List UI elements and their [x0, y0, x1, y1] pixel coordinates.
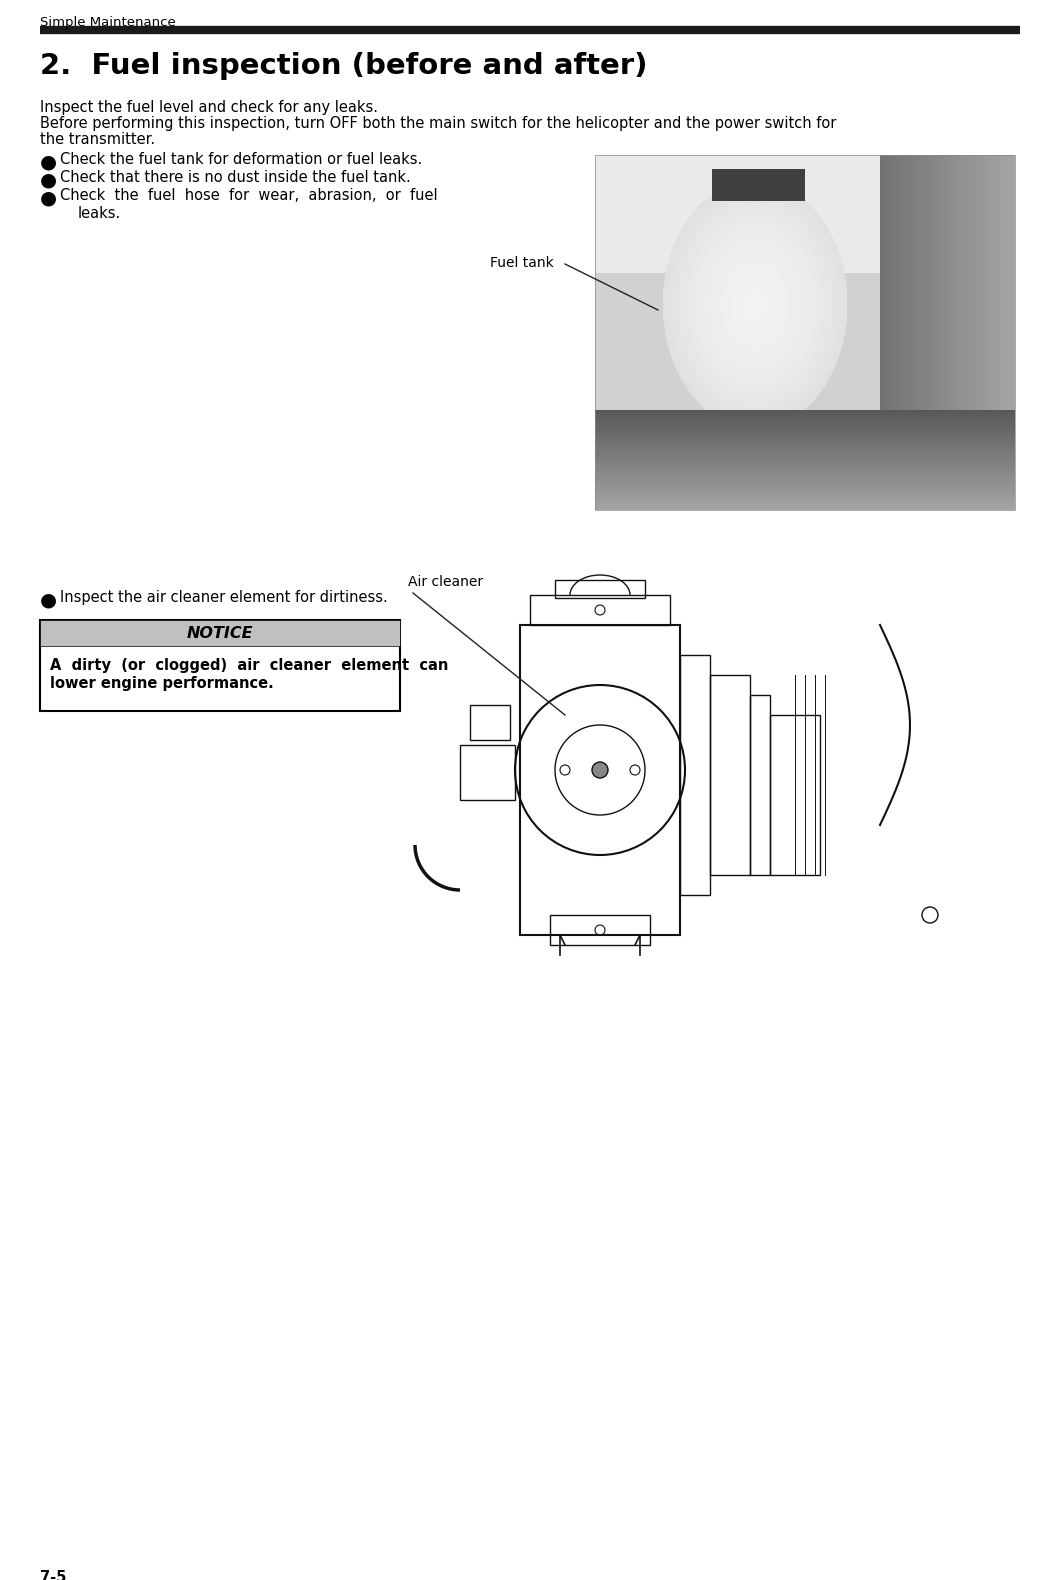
Text: the transmitter.: the transmitter.: [40, 133, 155, 147]
Text: Before performing this inspection, turn OFF both the main switch for the helicop: Before performing this inspection, turn …: [40, 115, 837, 131]
Bar: [530, 596, 670, 626]
Bar: [750, 695, 770, 875]
Circle shape: [592, 762, 608, 777]
Bar: [555, 580, 645, 597]
Bar: [595, 155, 1015, 510]
Bar: [520, 626, 680, 935]
Text: lower engine performance.: lower engine performance.: [50, 676, 273, 690]
Text: leaks.: leaks.: [78, 205, 121, 221]
Text: 7-5: 7-5: [40, 1571, 67, 1580]
Bar: [550, 915, 650, 945]
Text: NOTICE: NOTICE: [186, 626, 253, 640]
Text: Check that there is no dust inside the fuel tank.: Check that there is no dust inside the f…: [60, 171, 411, 185]
Text: ●: ●: [40, 188, 57, 207]
Text: Check  the  fuel  hose  for  wear,  abrasion,  or  fuel: Check the fuel hose for wear, abrasion, …: [60, 188, 437, 202]
Text: Check the fuel tank for deformation or fuel leaks.: Check the fuel tank for deformation or f…: [60, 152, 423, 167]
Text: ●: ●: [40, 152, 57, 171]
Text: 2.  Fuel inspection (before and after): 2. Fuel inspection (before and after): [40, 52, 647, 81]
Bar: [470, 705, 510, 739]
Text: ●: ●: [40, 589, 57, 608]
Bar: [680, 656, 710, 894]
Text: Inspect the air cleaner element for dirtiness.: Inspect the air cleaner element for dirt…: [60, 589, 388, 605]
Bar: [40, 619, 400, 646]
Text: Air cleaner: Air cleaner: [408, 575, 483, 589]
Text: Simple Maintenance: Simple Maintenance: [40, 16, 176, 28]
Text: ●: ●: [40, 171, 57, 190]
Bar: [400, 575, 1019, 954]
Text: Fuel tank: Fuel tank: [490, 256, 554, 270]
Bar: [460, 746, 515, 799]
Bar: [770, 716, 820, 875]
Bar: [710, 675, 750, 875]
Text: Inspect the fuel level and check for any leaks.: Inspect the fuel level and check for any…: [40, 100, 378, 115]
Text: A  dirty  (or  clogged)  air  cleaner  element  can: A dirty (or clogged) air cleaner element…: [50, 657, 448, 673]
Bar: [40, 619, 400, 711]
